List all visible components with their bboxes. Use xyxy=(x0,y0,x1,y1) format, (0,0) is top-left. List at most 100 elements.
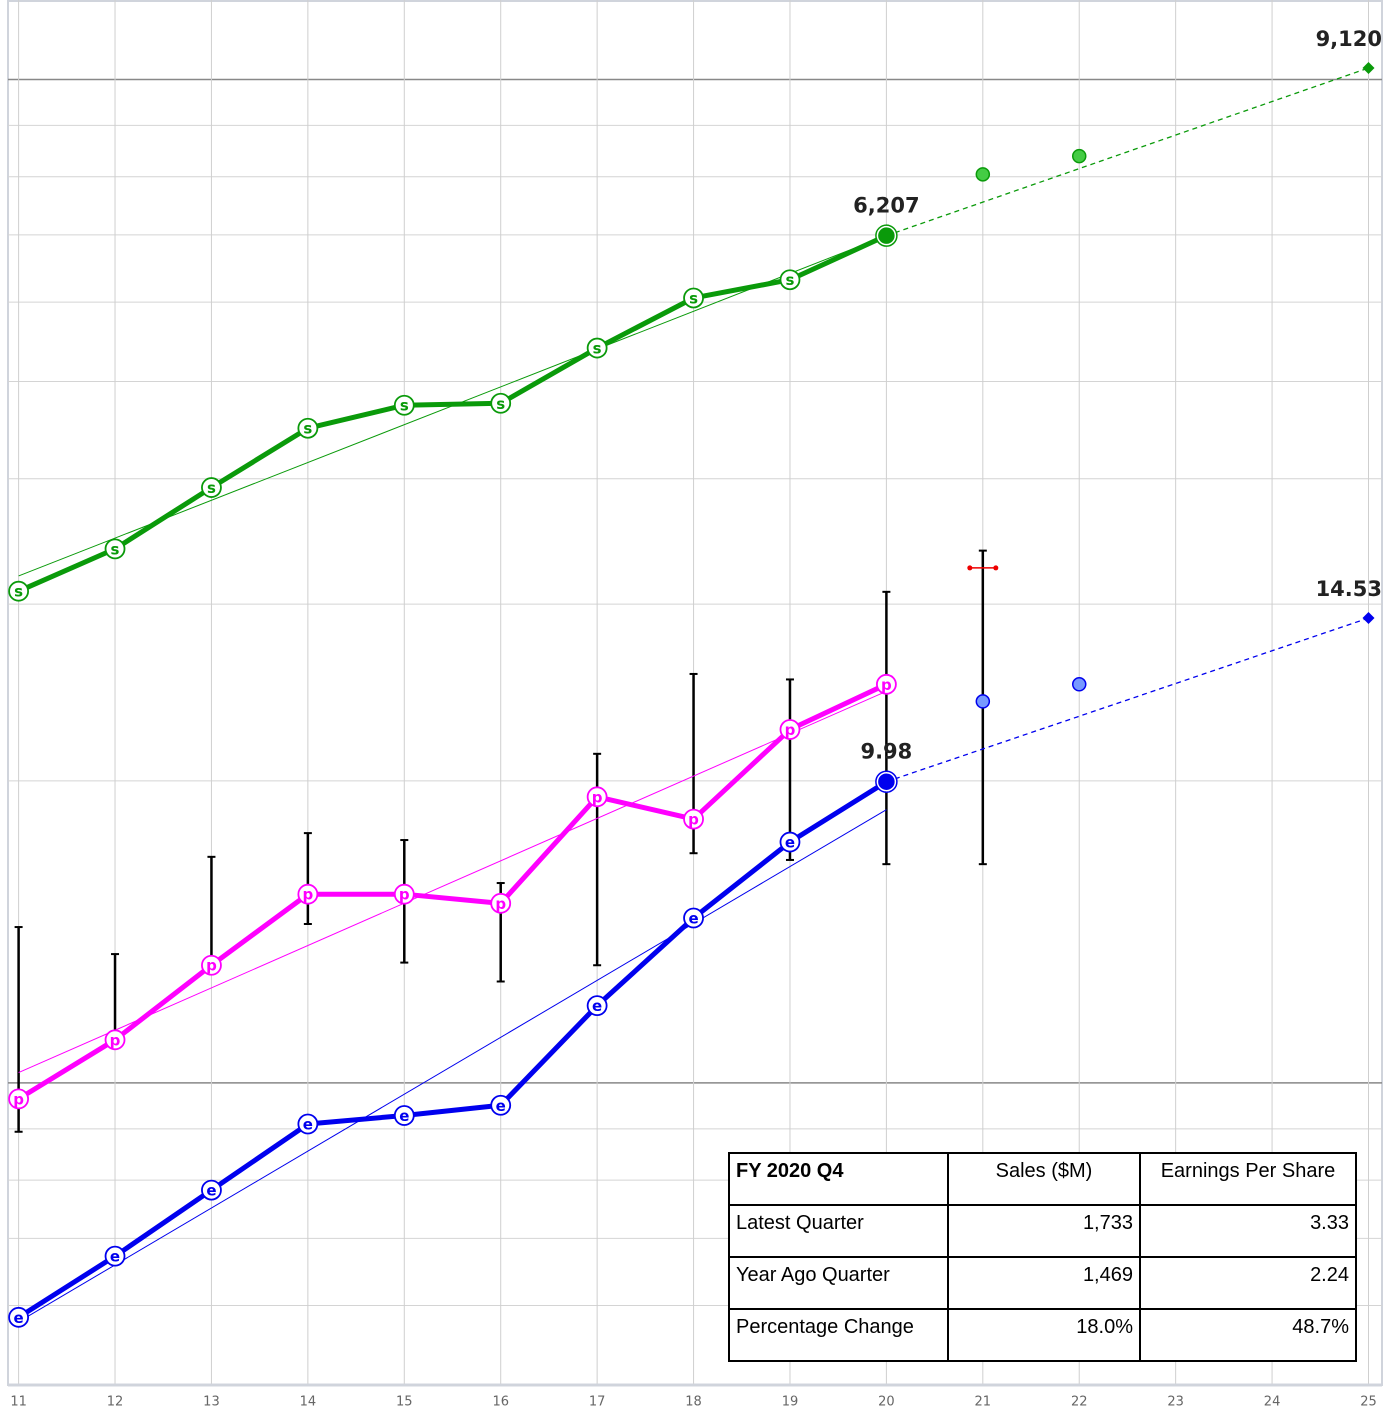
series-line xyxy=(17,233,888,594)
projection-label: 9,120 xyxy=(1316,27,1382,51)
trend-line xyxy=(18,690,887,1074)
point-letter: e xyxy=(785,834,795,852)
point-letter: s xyxy=(786,271,795,289)
x-tick-label: 15 xyxy=(396,1395,413,1410)
x-tick-label: 18 xyxy=(685,1395,702,1410)
table-cell: Latest Quarter xyxy=(728,1204,949,1258)
projection-label: 14.53 xyxy=(1316,577,1382,601)
projection-marker xyxy=(1362,61,1375,74)
series-line xyxy=(17,779,888,1320)
series-line xyxy=(17,682,888,1102)
point-marker xyxy=(297,417,319,439)
point-letter: s xyxy=(689,289,698,307)
x-tick-label: 13 xyxy=(203,1395,220,1410)
point-marker xyxy=(393,883,415,905)
point-letter: e xyxy=(14,1309,24,1327)
table-header-cell: Sales ($M) xyxy=(947,1152,1141,1206)
point-marker xyxy=(297,1113,319,1135)
point-marker xyxy=(8,1306,30,1328)
point-letter: s xyxy=(303,420,312,438)
point-letter: s xyxy=(14,583,23,601)
x-tick-label: 11 xyxy=(10,1395,27,1410)
x-tick-label: 22 xyxy=(1071,1395,1088,1410)
consensus-dot xyxy=(993,565,999,571)
point-letter: e xyxy=(303,1116,313,1134)
estimate-marker xyxy=(1071,677,1087,692)
point-letter: e xyxy=(496,1097,506,1115)
point-marker xyxy=(683,808,704,830)
point-letter: p xyxy=(302,886,313,904)
projection-marker xyxy=(1362,612,1375,625)
point-letter: p xyxy=(399,886,410,904)
x-tick-label: 19 xyxy=(782,1395,799,1410)
projection-line xyxy=(886,617,1369,783)
table-cell: Percentage Change xyxy=(728,1308,949,1362)
trend-line xyxy=(18,809,887,1323)
point-marker xyxy=(683,907,704,929)
point-letter: e xyxy=(399,1107,409,1125)
point-letter: p xyxy=(206,957,217,975)
point-letter: e xyxy=(206,1182,216,1200)
point-letter: s xyxy=(496,395,505,413)
point-letter: p xyxy=(881,676,892,694)
x-tick-label: 25 xyxy=(1360,1395,1377,1410)
table-cell: Year Ago Quarter xyxy=(728,1256,949,1310)
x-tick-label: 23 xyxy=(1167,1395,1184,1410)
point-marker xyxy=(8,1088,30,1110)
point-letter: s xyxy=(593,340,602,358)
point-letter: s xyxy=(207,479,216,497)
point-marker xyxy=(490,1094,512,1116)
point-marker xyxy=(8,580,30,602)
table-cell: 1,733 xyxy=(947,1204,1141,1258)
point-letter: p xyxy=(495,895,506,913)
point-letter: p xyxy=(110,1031,121,1049)
point-letter: p xyxy=(688,811,699,829)
point-marker xyxy=(779,831,801,853)
x-tick-label: 24 xyxy=(1264,1395,1281,1410)
point-letter: e xyxy=(688,910,698,928)
table-row: Year Ago Quarter 1,469 2.24 xyxy=(728,1256,1357,1310)
point-marker xyxy=(201,477,222,498)
point-marker xyxy=(104,1245,126,1267)
x-tick-label: 14 xyxy=(300,1395,317,1410)
point-marker xyxy=(201,954,222,976)
summary-table: FY 2020 Q4 Sales ($M) Earnings Per Share… xyxy=(728,1152,1357,1362)
point-marker xyxy=(393,394,415,416)
point-marker xyxy=(875,673,897,695)
projection-line xyxy=(886,67,1369,237)
point-marker xyxy=(683,287,704,309)
table-header-cell: Earnings Per Share xyxy=(1139,1152,1357,1206)
value-label: 6,207 xyxy=(853,194,919,218)
x-tick-label: 20 xyxy=(878,1395,895,1410)
point-marker xyxy=(586,995,608,1017)
point-marker xyxy=(201,1179,222,1201)
point-letter: p xyxy=(592,788,603,806)
consensus-dot xyxy=(967,565,973,571)
table-cell: 18.0% xyxy=(947,1308,1141,1362)
point-letter: s xyxy=(111,540,120,558)
x-tick-label: 12 xyxy=(107,1395,124,1410)
point-marker xyxy=(779,269,801,291)
point-marker xyxy=(586,786,608,808)
estimate-marker xyxy=(1071,148,1087,164)
end-marker-ring xyxy=(875,770,898,793)
point-marker xyxy=(779,719,801,740)
point-marker xyxy=(586,337,608,359)
point-marker xyxy=(104,1029,126,1051)
table-cell: 3.33 xyxy=(1139,1204,1357,1258)
end-marker-ring xyxy=(875,224,898,247)
x-tick-label: 17 xyxy=(589,1395,606,1410)
table-cell: 48.7% xyxy=(1139,1308,1357,1362)
table-cell: 1,469 xyxy=(947,1256,1141,1310)
table-row: Percentage Change 18.0% 48.7% xyxy=(728,1308,1357,1362)
point-marker xyxy=(490,892,512,914)
point-letter: p xyxy=(785,721,796,739)
x-tick-label: 16 xyxy=(492,1395,509,1410)
point-letter: e xyxy=(110,1248,120,1266)
point-marker xyxy=(297,883,319,905)
estimate-marker xyxy=(975,167,991,182)
end-marker xyxy=(876,225,897,246)
table-cell: 2.24 xyxy=(1139,1256,1357,1310)
